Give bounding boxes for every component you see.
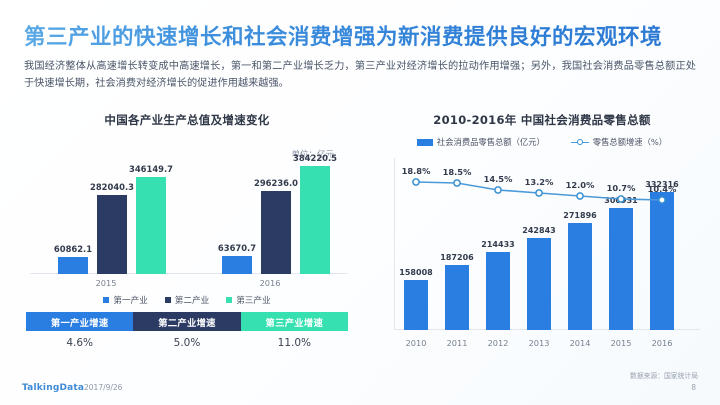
left-xaxis-label-2016: 2016 — [259, 278, 281, 288]
retail-bar-2014: 271896 — [563, 211, 597, 330]
left-chart-legend: 第一产业 第二产业 第三产业 — [22, 294, 352, 306]
left-chart-title: 中国各产业生产总值及增速变化 — [104, 113, 270, 127]
legend-label: 第二产业 — [174, 296, 210, 306]
legend-bar-swatch-icon — [416, 138, 433, 146]
growth-value-secondary: 5.0% — [173, 337, 201, 349]
page-subtitle: 我国经济整体从高速增长转变成中高速增长，第一和第二产业增长乏力，第三产业对经济增… — [24, 61, 696, 89]
legend-swatch-icon — [226, 297, 233, 303]
right-xaxis-label-2013: 2013 — [528, 338, 550, 348]
bar-value-label: 242843 — [522, 226, 556, 235]
right-chart-legend: 社会消费品零售总额（亿元） 零售总额增速（%） — [382, 136, 702, 148]
brand-logo: TalkingData — [22, 383, 85, 393]
growth-value-primary: 4.6% — [66, 337, 93, 349]
bar-value-label: 60862.1 — [53, 244, 93, 254]
bar-2016-secondary: 296236.0 — [254, 178, 298, 274]
right-xaxis-label-2016: 2016 — [651, 338, 673, 348]
legend-item-retail-total[interactable]: 社会消费品零售总额（亿元） — [416, 136, 545, 148]
legend-label: 社会消费品零售总额（亿元） — [436, 137, 545, 147]
page-title: 第三产业的快速增长和社会消费增强为新消费提供良好的宏观环境 — [24, 20, 696, 51]
legend-item-primary[interactable]: 第一产业 — [103, 294, 148, 306]
bar-value-label: 158008 — [399, 268, 433, 277]
left-chart-plot: 60862.1 282040.3 346149.7 63670.7 — [22, 153, 352, 290]
growth-label-2012: 14.5% — [483, 174, 513, 184]
right-chart-plot: 158008 187206 214433 242843 271896 30093… — [382, 158, 702, 358]
retail-bar-2016: 332316 — [645, 180, 679, 330]
bar-2015-secondary: 282040.3 — [90, 182, 134, 274]
legend-item-secondary[interactable]: 第二产业 — [164, 294, 210, 306]
growth-label-2015: 10.7% — [606, 183, 636, 193]
legend-swatch-icon — [103, 297, 110, 303]
bar-value-label: 296236.0 — [254, 178, 298, 188]
growth-label-2011: 18.5% — [442, 167, 472, 177]
bar-value-label: 63670.7 — [217, 243, 257, 253]
growth-rate-line-series — [412, 178, 666, 204]
right-xaxis-label-2014: 2014 — [569, 338, 591, 348]
growth-label-2010: 18.8% — [401, 166, 431, 176]
growth-label-2016: 10.4% — [647, 184, 677, 194]
right-xaxis-label-2010: 2010 — [405, 338, 427, 348]
legend-label: 零售总额增速（%） — [592, 137, 668, 147]
growth-header-secondary: 第二产业增速 — [133, 312, 241, 331]
left-chart-unit: 单位：亿元 — [291, 150, 334, 160]
retail-bar-2013: 242843 — [522, 226, 556, 330]
retail-bar-2011: 187206 — [440, 253, 474, 330]
left-chart-baseline — [30, 273, 348, 274]
bar-2015-tertiary: 346149.7 — [129, 164, 173, 274]
bar-group-2016: 63670.7 296236.0 384220.5 — [218, 153, 337, 274]
legend-item-tertiary[interactable]: 第三产业 — [226, 294, 271, 306]
left-xaxis-label-2015: 2015 — [95, 278, 117, 288]
bar-value-label: 214433 — [481, 240, 515, 249]
industry-gdp-chart-panel: 中国各产业生产总值及增速变化 单位：亿元 60862.1 282040.3 34… — [22, 112, 352, 362]
growth-header-primary: 第一产业增速 — [26, 312, 134, 331]
growth-table-value-row: 4.6% 5.0% 11.0% — [26, 331, 348, 355]
bar-value-label: 332316 — [645, 180, 679, 189]
retail-bar-2012: 214433 — [481, 240, 515, 330]
growth-header-tertiary: 第三产业增速 — [240, 312, 348, 331]
data-source-note: 数据来源：国家统计局 — [630, 372, 698, 380]
bar-value-label: 282040.3 — [90, 182, 134, 192]
legend-line-marker-icon — [570, 139, 589, 146]
legend-item-growth-rate[interactable]: 零售总额增速（%） — [570, 136, 668, 148]
bar-value-label: 187206 — [440, 253, 474, 262]
bar-group-2015: 60862.1 282040.3 346149.7 — [54, 164, 173, 274]
growth-value-tertiary: 11.0% — [277, 337, 311, 349]
right-xaxis-label-2011: 2011 — [446, 338, 468, 348]
growth-label-2014: 12.0% — [565, 180, 595, 190]
bar-2016-tertiary: 384220.5 — [293, 153, 337, 274]
growth-rate-table: 第一产业增速 第二产业增速 第三产业增速 4.6% 5.0% 11.0% — [26, 312, 348, 355]
right-xaxis-label-2012: 2012 — [487, 338, 509, 348]
page-number: 8 — [691, 383, 696, 392]
bar-value-label: 346149.7 — [129, 164, 173, 174]
slide-date: 2017/9/26 — [84, 383, 123, 392]
bar-2016-primary: 63670.7 — [218, 243, 256, 274]
retail-bar-2010: 158008 — [399, 268, 433, 330]
right-chart-yaxis — [394, 158, 395, 330]
right-chart-title: 2010-2016年 中国社会消费品零售总额 — [433, 113, 651, 127]
bar-value-label: 384220.5 — [293, 153, 337, 163]
legend-label: 第三产业 — [236, 296, 271, 306]
bar-value-label: 271896 — [563, 211, 597, 220]
growth-table-header-row: 第一产业增速 第二产业增速 第三产业增速 — [26, 312, 348, 331]
bar-2015-primary: 60862.1 — [54, 244, 92, 274]
retail-sales-chart-panel: 2010-2016年 中国社会消费品零售总额 社会消费品零售总额（亿元） 零售总… — [382, 112, 702, 362]
growth-label-2013: 13.2% — [524, 177, 554, 187]
legend-swatch-icon — [164, 297, 171, 303]
legend-label: 第一产业 — [113, 296, 148, 306]
right-xaxis-label-2015: 2015 — [610, 338, 632, 348]
